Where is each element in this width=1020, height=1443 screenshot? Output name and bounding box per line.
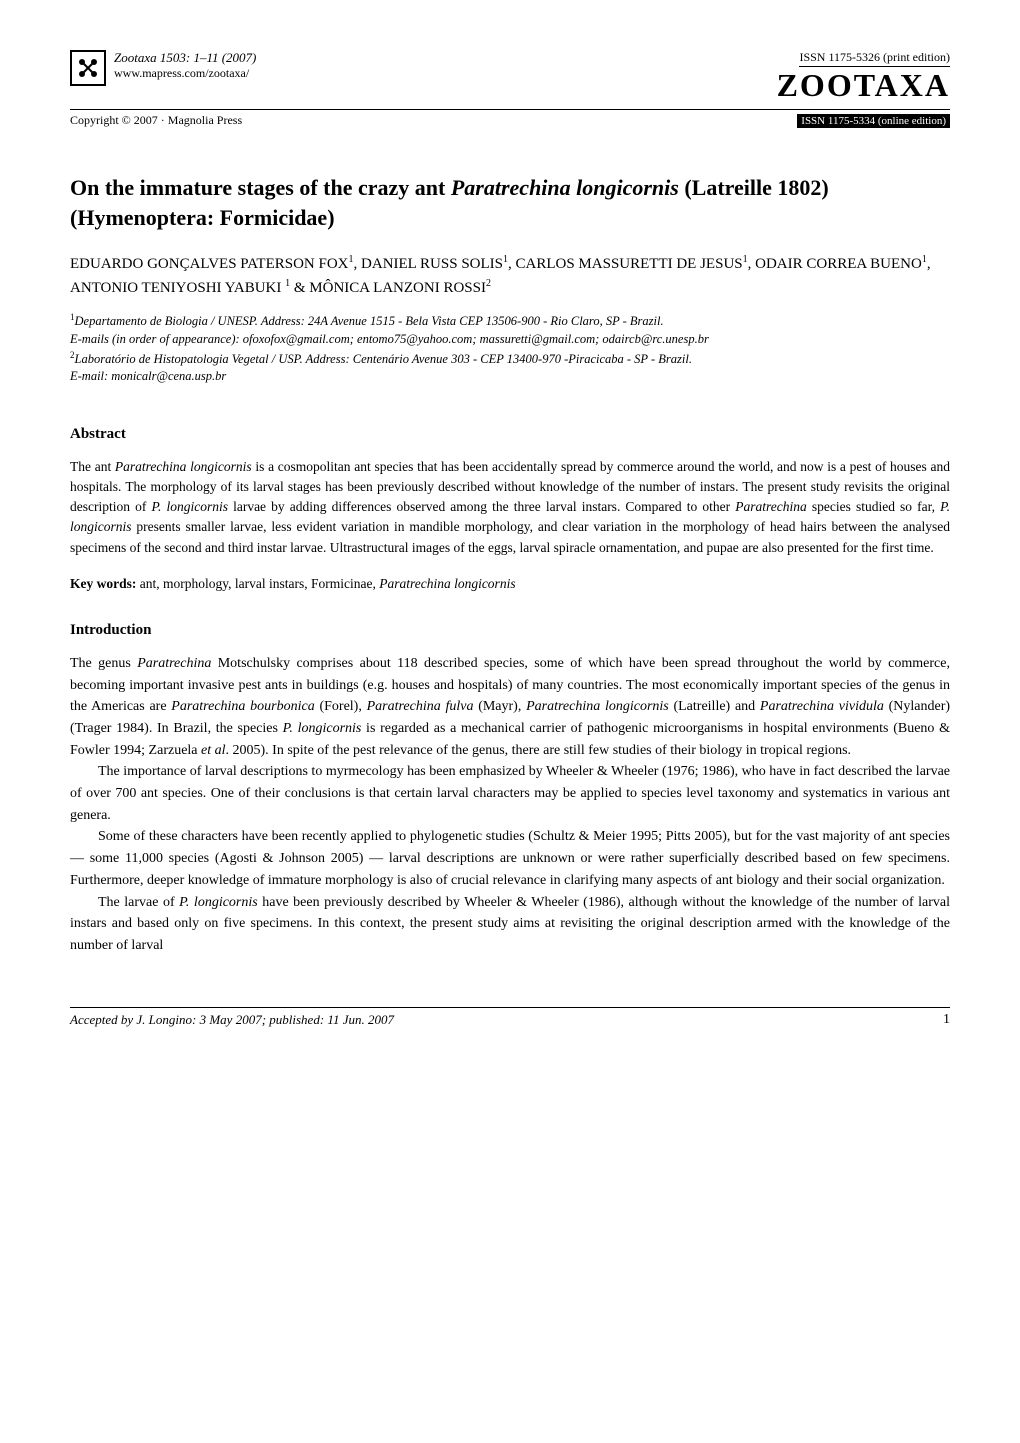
keywords: Key words: ant, morphology, larval insta…: [70, 576, 950, 592]
intro-p3: Some of these characters have been recen…: [70, 826, 950, 891]
aff2: Laboratório de Histopatologia Vegetal / …: [75, 352, 692, 366]
author-1: EDUARDO GONÇALVES PATERSON FOX: [70, 256, 349, 272]
p1-t5: (Latreille) and: [669, 699, 760, 714]
keywords-label: Key words:: [70, 576, 136, 591]
p1-s4: Paratrechina vividula: [760, 699, 884, 714]
aff1-emails: E-mails (in order of appearance): ofoxof…: [70, 332, 709, 346]
journal-url: www.mapress.com/zootaxa/: [114, 66, 256, 81]
p4-t1: The larvae of: [98, 895, 179, 910]
abstract-sp2: P. longicornis: [151, 499, 228, 514]
accepted-text: Accepted by J. Longino: 3 May 2007; publ…: [70, 1012, 394, 1028]
zootaxa-wordmark: ZOOTAXA: [777, 69, 950, 101]
p1-g1: Paratrechina: [137, 656, 211, 671]
intro-p2: The importance of larval descriptions to…: [70, 761, 950, 826]
p1-i1: et al: [201, 743, 226, 758]
author-3: , CARLOS MASSURETTI DE JESUS: [508, 256, 743, 272]
aff1: Departamento de Biologia / UNESP. Addres…: [75, 315, 664, 329]
journal-info: Zootaxa 1503: 1–11 (2007) www.mapress.co…: [114, 50, 256, 81]
p1-t1: The genus: [70, 656, 137, 671]
abstract-t1: The ant: [70, 459, 115, 474]
intro-heading: Introduction: [70, 622, 950, 639]
abstract-t3: larvae by adding differences observed am…: [228, 499, 735, 514]
abstract-t4: species studied so far,: [807, 499, 940, 514]
title-pre: On the immature stages of the crazy ant: [70, 175, 451, 200]
keywords-species: Paratrechina longicornis: [379, 576, 515, 591]
p1-t3: (Forel),: [315, 699, 367, 714]
header-left: Zootaxa 1503: 1–11 (2007) www.mapress.co…: [70, 50, 256, 86]
issn-print: ISSN 1175-5326 (print edition): [799, 50, 950, 67]
journal-issue: Zootaxa 1503: 1–11 (2007): [114, 50, 256, 66]
journal-header: Zootaxa 1503: 1–11 (2007) www.mapress.co…: [70, 50, 950, 101]
copyright-row: Copyright © 2007 · Magnolia Press ISSN 1…: [70, 109, 950, 128]
affiliations: 1Departamento de Biologia / UNESP. Addre…: [70, 311, 950, 385]
p1-s1: Paratrechina bourbonica: [171, 699, 314, 714]
footer: Accepted by J. Longino: 3 May 2007; publ…: [70, 1008, 950, 1028]
abstract-sp3: Paratrechina: [735, 499, 807, 514]
intro-p4: The larvae of P. longicornis have been p…: [70, 892, 950, 957]
p4-s1: P. longicornis: [179, 895, 258, 910]
article-title: On the immature stages of the crazy ant …: [70, 173, 950, 232]
p1-t8: . 2005). In spite of the pest relevance …: [226, 743, 852, 758]
author-6-sup: 2: [486, 278, 491, 289]
copyright-text: Copyright © 2007 · Magnolia Press: [70, 113, 242, 128]
p1-t4: (Mayr),: [473, 699, 526, 714]
abstract-t5: presents smaller larvae, less evident va…: [70, 519, 950, 554]
p1-s5: P. longicornis: [283, 721, 362, 736]
intro-p1: The genus Paratrechina Motschulsky compr…: [70, 653, 950, 761]
page-number: 1: [943, 1012, 950, 1028]
aff2-emails: E-mail: monicalr@cena.usp.br: [70, 369, 226, 383]
author-6: & MÔNICA LANZONI ROSSI: [290, 280, 486, 296]
author-4: , ODAIR CORREA BUENO: [748, 256, 922, 272]
authors: EDUARDO GONÇALVES PATERSON FOX1, DANIEL …: [70, 252, 950, 299]
keywords-text: ant, morphology, larval instars, Formici…: [136, 576, 379, 591]
header-right: ISSN 1175-5326 (print edition) ZOOTAXA: [777, 50, 950, 101]
abstract-heading: Abstract: [70, 426, 950, 443]
journal-logo-icon: [70, 50, 106, 86]
issn-online: ISSN 1175-5334 (online edition): [797, 114, 950, 128]
p1-s3: Paratrechina longicornis: [526, 699, 669, 714]
title-species: Paratrechina longicornis: [451, 175, 679, 200]
p1-s2: Paratrechina fulva: [367, 699, 474, 714]
abstract-sp1: Paratrechina longicornis: [115, 459, 252, 474]
author-2: , DANIEL RUSS SOLIS: [354, 256, 503, 272]
abstract-text: The ant Paratrechina longicornis is a co…: [70, 457, 950, 558]
